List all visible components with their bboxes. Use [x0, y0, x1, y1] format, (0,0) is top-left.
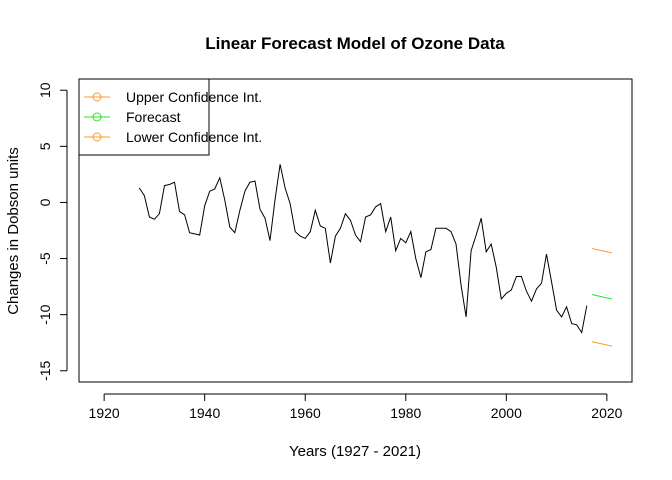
chart-title: Linear Forecast Model of Ozone Data	[205, 34, 505, 53]
x-tick-label: 2000	[491, 405, 522, 421]
y-tick-label: 0	[37, 198, 53, 206]
x-tick-label: 1980	[390, 405, 421, 421]
series-line-0	[591, 248, 613, 254]
y-tick-label: -5	[37, 252, 53, 265]
x-tick-label: 1940	[189, 405, 220, 421]
legend-swatch-marker	[92, 112, 102, 122]
y-tick-label: 10	[37, 82, 53, 98]
legend-swatch-marker	[92, 132, 102, 142]
plot-frame	[78, 78, 633, 383]
legend: Upper Confidence Int. Forecast Lower Confi…	[78, 78, 262, 156]
x-tick-label: 2020	[591, 405, 622, 421]
legend-swatch-marker	[92, 92, 102, 102]
series-layer	[138, 164, 613, 347]
x-tick-label: 1960	[290, 405, 321, 421]
x-tick-label: 1920	[89, 405, 120, 421]
x-axis: 1920 1940 1960 1980 2000 2020	[89, 393, 623, 421]
legend-label: Lower Confidence Int.	[126, 129, 262, 145]
legend-label: Upper Confidence Int.	[126, 89, 262, 105]
legend-label: Forecast	[126, 109, 181, 125]
x-axis-label: Years (1927 - 2021)	[289, 443, 421, 460]
y-tick-label: -10	[37, 304, 53, 324]
y-tick-label: -15	[37, 360, 53, 380]
observed-line	[138, 164, 588, 334]
y-axis: 10 5 0 -5 -10 -15	[37, 82, 68, 381]
series-line-1	[591, 294, 613, 300]
y-axis-label: Changes in Dobson units	[5, 147, 22, 315]
y-tick-label: 5	[37, 142, 53, 150]
series-line-2	[591, 341, 613, 347]
